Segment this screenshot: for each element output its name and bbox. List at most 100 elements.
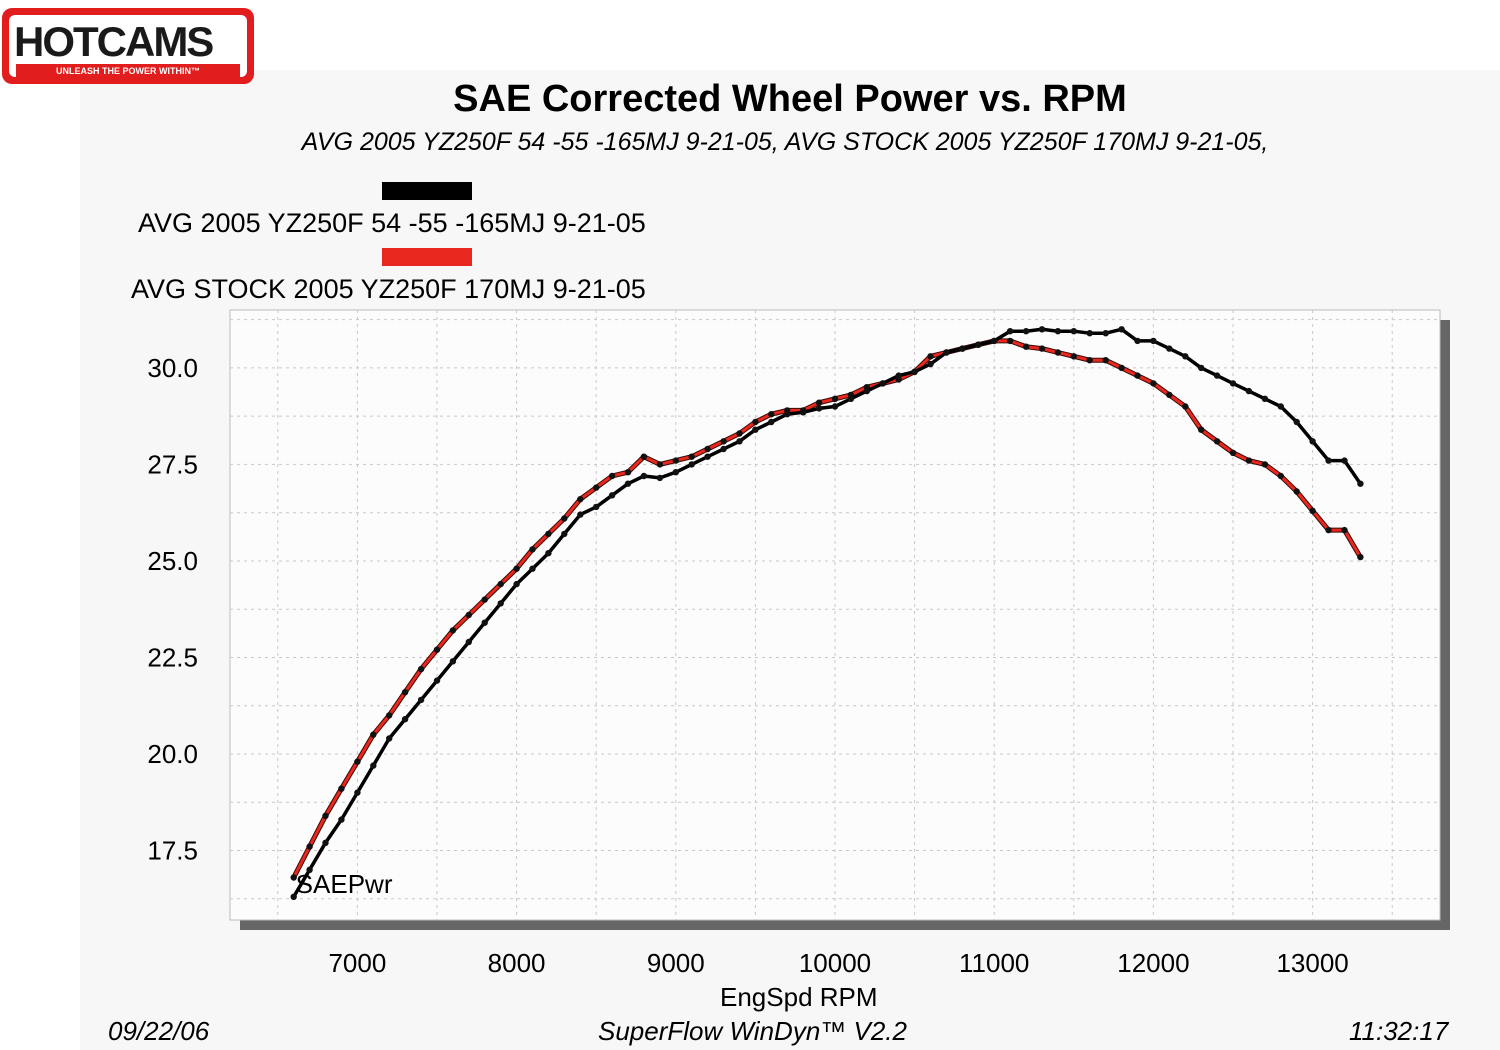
series-modified-point: [656, 474, 664, 482]
series-modified-point: [561, 530, 568, 538]
series-modified-point: [465, 638, 472, 646]
series-stock-point: [449, 627, 457, 634]
series-stock-point: [1229, 449, 1237, 456]
series-modified-point: [1070, 328, 1078, 335]
x-tick-labels: 7000 8000 9000 10000 11000 12000 13000: [328, 948, 1348, 978]
series-stock-point: [1150, 380, 1157, 387]
series-modified-point: [1134, 337, 1141, 345]
series-modified-point: [879, 380, 886, 387]
series-modified-point: [800, 409, 807, 416]
series-stock-point: [1261, 461, 1269, 468]
y-tick-label: 17.5: [147, 836, 198, 866]
series-modified-point: [1213, 372, 1221, 379]
series-modified-point: [640, 472, 648, 480]
series-modified-point: [927, 360, 934, 368]
series-modified-point: [1293, 418, 1300, 426]
logo-tagline: UNLEASH THE POWER WITHIN™: [16, 64, 240, 78]
series-modified-point: [449, 658, 457, 665]
series-stock-point: [1102, 357, 1109, 364]
y-tick-label: 30.0: [147, 353, 198, 383]
series-modified-point: [1261, 395, 1269, 402]
series-stock-point: [465, 611, 472, 619]
series-modified-point: [959, 345, 966, 352]
series-stock-point: [338, 785, 345, 792]
series-stock-point: [1198, 426, 1205, 433]
series-stock-point: [1118, 364, 1125, 372]
series-stock-point: [306, 843, 313, 850]
series-modified-point: [1038, 326, 1046, 333]
grid-lines: [230, 310, 1440, 920]
y-tick-label: 27.5: [147, 449, 198, 479]
series-stock-point: [1086, 357, 1093, 364]
x-tick-label: 13000: [1276, 948, 1348, 978]
series-stock-point: [1006, 337, 1014, 345]
series-modified-point: [417, 696, 425, 704]
series-modified-point: [577, 511, 584, 518]
series-stock-point: [831, 395, 839, 402]
series-stock-point: [433, 646, 441, 653]
series-modified-point: [1006, 328, 1014, 335]
series-stock-point: [624, 469, 632, 476]
legend-swatch-black: [382, 182, 472, 200]
series-stock-point: [1213, 438, 1221, 445]
series-stock-point: [1357, 553, 1364, 561]
series-modified-point: [1182, 353, 1189, 360]
series-stock-point: [768, 411, 775, 418]
series-modified-point: [815, 405, 823, 412]
series-stock-point: [322, 812, 329, 819]
series-stock-point: [354, 758, 361, 765]
series-modified-point: [290, 893, 297, 900]
x-tick-label: 10000: [799, 948, 871, 978]
series-stock-point: [1277, 472, 1285, 480]
plot-shadow-bottom: [240, 920, 1450, 930]
series-stock-point: [1054, 349, 1062, 356]
series-stock-point: [1166, 391, 1173, 399]
series-stock-point: [561, 515, 568, 522]
series-stock-point: [704, 445, 711, 453]
series-modified-point: [1229, 380, 1237, 387]
trace-label: SAEPwr: [296, 869, 393, 899]
series-modified-point: [401, 716, 409, 723]
series-stock-point: [1070, 353, 1078, 360]
series-modified-point: [688, 461, 695, 468]
series-stock-point: [386, 712, 393, 719]
series-stock-point: [1341, 526, 1348, 534]
series-modified-point: [1022, 328, 1030, 335]
series-modified-point: [1054, 328, 1062, 335]
series-modified-point: [1357, 480, 1364, 487]
series-stock-point: [513, 565, 520, 572]
series-modified-point: [1118, 326, 1125, 333]
series-modified-point: [831, 403, 839, 410]
x-tick-label: 9000: [647, 948, 705, 978]
series-stock-point: [752, 418, 759, 426]
series-stock-point: [497, 580, 504, 588]
series-modified-point: [784, 411, 791, 418]
series-modified-point: [1277, 403, 1285, 410]
series-modified-point: [593, 503, 600, 511]
series-modified-point: [1245, 387, 1253, 395]
series-stock-point: [1182, 403, 1189, 410]
series-stock-point: [290, 874, 297, 881]
series-stock-point: [370, 731, 377, 738]
series-layer: [290, 326, 1364, 900]
y-tick-labels: 17.5 20.0 22.5 25.0 27.5 30.0: [147, 353, 198, 866]
series-stock-point: [1022, 343, 1030, 350]
series-modified-point: [752, 426, 759, 433]
series-modified-point: [1150, 337, 1157, 345]
series-stock-point: [1309, 507, 1316, 514]
series-modified-point: [386, 735, 393, 742]
series-modified-point: [513, 580, 520, 588]
series-modified-point: [863, 387, 870, 395]
footer-software: SuperFlow WinDyn™ V2.2: [598, 1016, 907, 1046]
series-modified-point: [991, 337, 998, 345]
series-modified-point: [529, 565, 536, 572]
y-tick-label: 25.0: [147, 546, 198, 576]
series-modified-point: [608, 492, 616, 499]
series-stock-point: [1245, 457, 1253, 464]
series-stock-point: [608, 472, 616, 480]
series-stock-point: [672, 457, 679, 464]
footer-time: 11:32:17: [1349, 1016, 1449, 1046]
series-modified-point: [1309, 438, 1316, 445]
series-stock-line: [292, 339, 1362, 879]
series-modified-point: [370, 762, 377, 769]
